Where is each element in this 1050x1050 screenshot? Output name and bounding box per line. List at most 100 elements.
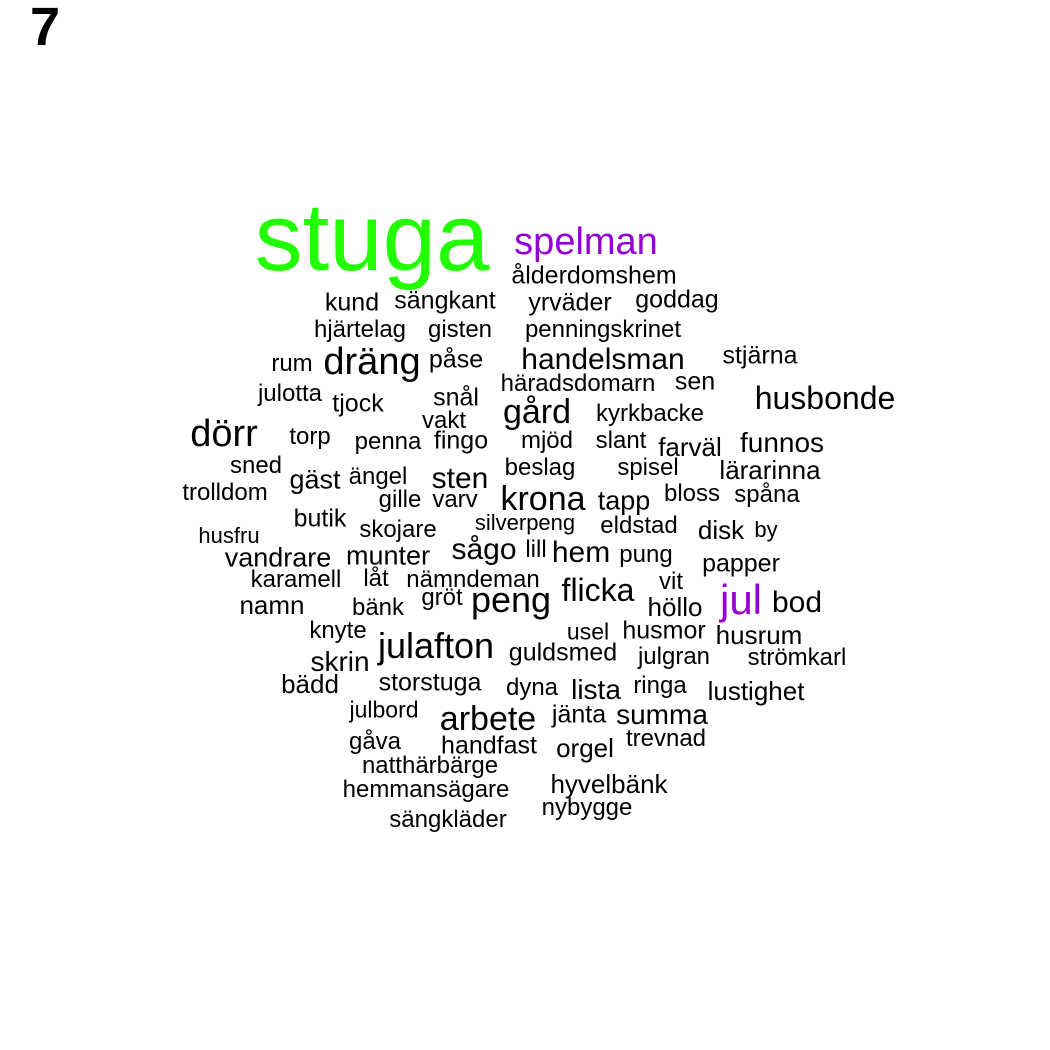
cloud-word: orgel — [556, 733, 614, 763]
cloud-word: ringa — [633, 672, 687, 699]
cloud-word: häradsdomarn — [500, 370, 656, 397]
cloud-word: vakt — [421, 407, 467, 434]
cloud-word: torp — [289, 423, 331, 450]
cloud-word: bänk — [351, 594, 405, 621]
cloud-word: vandrare — [224, 542, 332, 573]
cloud-word: usel — [566, 618, 610, 645]
cloud-word: penna — [354, 428, 422, 455]
cloud-word: rum — [271, 350, 313, 377]
cloud-word: jul — [719, 576, 763, 623]
cloud-word: husmor — [622, 616, 706, 645]
cloud-word: summa — [616, 699, 708, 730]
cloud-word: bod — [771, 586, 823, 619]
cloud-word: gröt — [421, 584, 463, 611]
cloud-word: jänta — [551, 700, 607, 729]
cloud-word: goddag — [635, 285, 719, 314]
cloud-word: slant — [595, 427, 647, 454]
cloud-word: höllo — [647, 592, 703, 622]
cloud-word: sängkläder — [389, 806, 507, 833]
cloud-word: nämndeman — [406, 566, 540, 593]
cloud-word: sen — [674, 367, 716, 396]
cloud-word: dörr — [190, 413, 258, 455]
cloud-word: lärarinna — [719, 455, 821, 485]
cloud-word: lustighet — [707, 676, 805, 706]
cloud-word: gisten — [427, 316, 493, 343]
cloud-word: eldstad — [600, 512, 678, 539]
cloud-word: julotta — [257, 380, 323, 407]
cloud-word: julgran — [637, 643, 711, 670]
cloud-word: hemmansägare — [342, 776, 510, 803]
cloud-word: gäst — [289, 464, 341, 495]
cloud-word: butik — [293, 504, 347, 533]
cloud-word: dräng — [323, 341, 421, 383]
cloud-word: lista — [571, 674, 621, 705]
cloud-word: flicka — [561, 572, 635, 608]
cloud-word: krona — [500, 480, 586, 518]
cloud-word: disk — [697, 515, 745, 545]
cloud-word: lill — [525, 536, 547, 563]
cloud-word: ålderdomshem — [511, 261, 677, 290]
cloud-word: bädd — [281, 669, 339, 699]
cloud-word: sängkant — [394, 286, 496, 315]
cloud-word: storstuga — [378, 668, 482, 697]
cloud-word: handelsman — [521, 343, 685, 376]
cloud-word: guldsmed — [508, 638, 618, 667]
cloud-word: vit — [659, 568, 683, 595]
cloud-word: penningskrinet — [524, 316, 682, 343]
cloud-word: hjärtelag — [313, 316, 407, 343]
cloud-word: låt — [363, 565, 389, 592]
cloud-word: spelman — [514, 221, 658, 263]
cloud-word: papper — [702, 549, 780, 578]
cloud-word: husrum — [715, 620, 803, 650]
cloud-word: mjöd — [520, 427, 574, 454]
cloud-word: silverpeng — [474, 510, 576, 535]
cloud-word: gåva — [348, 728, 402, 755]
cloud-word: bloss — [663, 480, 721, 507]
cloud-word: sågo — [451, 533, 517, 566]
cloud-word: spisel — [617, 454, 679, 481]
cloud-word: dyna — [505, 674, 559, 701]
cloud-word: fingo — [433, 426, 489, 455]
cloud-word: gille — [378, 486, 422, 513]
cloud-word: sten — [431, 462, 489, 495]
cloud-word: sned — [229, 452, 283, 479]
cloud-word: natthärbärge — [361, 752, 499, 779]
cloud-word: kund — [324, 288, 380, 317]
cloud-word: karamell — [250, 566, 342, 593]
cloud-word: hyvelbänk — [550, 769, 668, 799]
cloud-word: handfast — [441, 731, 537, 760]
cloud-word: husfru — [198, 523, 260, 548]
cloud-word: strömkarl — [747, 644, 847, 671]
cloud-word: varv — [432, 486, 478, 513]
cloud-word: trolldom — [182, 479, 268, 506]
cloud-word: ängel — [348, 463, 408, 490]
cloud-word: snål — [433, 383, 479, 412]
cloud-word: namn — [239, 590, 305, 620]
cloud-word: skojare — [359, 516, 437, 543]
cloud-word: peng — [470, 579, 552, 620]
cloud-word: julafton — [377, 625, 495, 666]
cloud-word: funnos — [739, 427, 825, 458]
cloud-word: munter — [345, 540, 431, 571]
cloud-word: tapp — [597, 485, 651, 516]
cloud-word: by — [754, 517, 778, 542]
cloud-word: påse — [428, 345, 484, 374]
panel-label: 7 — [30, 0, 61, 57]
cloud-word: nybygge — [541, 794, 633, 821]
cloud-word: husbonde — [754, 380, 896, 416]
cloud-word: trevnad — [625, 725, 707, 752]
cloud-word: beslag — [504, 454, 576, 481]
cloud-word: stjärna — [722, 341, 798, 370]
cloud-word: arbete — [439, 700, 537, 738]
cloud-word: pung — [619, 541, 673, 568]
cloud-word: spåna — [734, 481, 800, 508]
cloud-word: skrin — [310, 646, 370, 677]
cloud-word: gård — [502, 393, 572, 431]
cloud-word: farväl — [658, 432, 722, 462]
cloud-word: knyte — [309, 617, 367, 644]
cloud-word: yrväder — [528, 288, 612, 317]
cloud-word: kyrkbacke — [595, 400, 705, 427]
cloud-word: hem — [551, 536, 611, 569]
cloud-word: stuga — [254, 184, 490, 291]
